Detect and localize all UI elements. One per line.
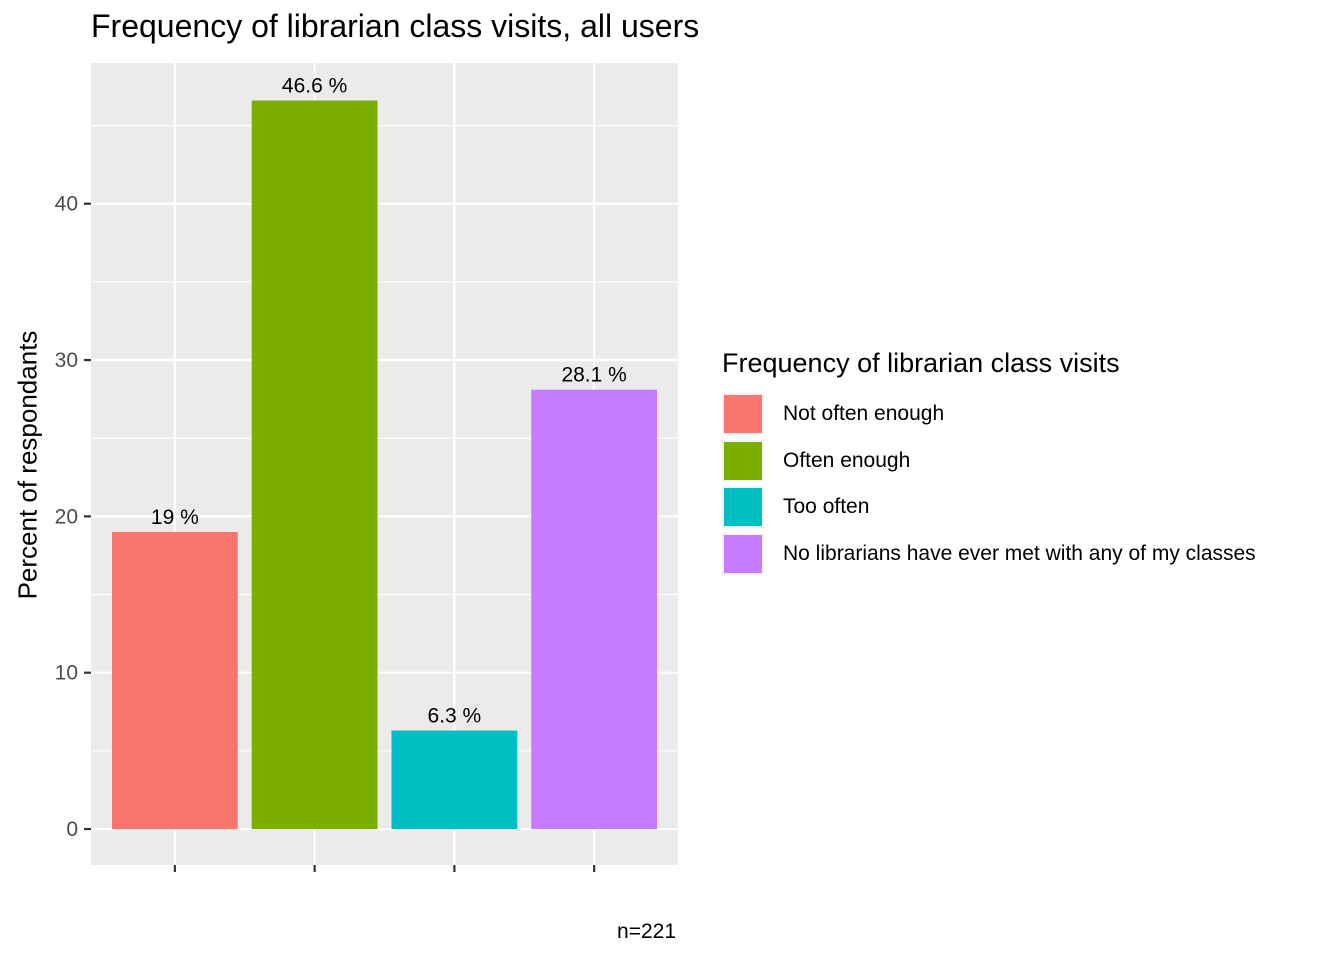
legend-key-swatch [722, 486, 764, 529]
chart-caption: n=221 [617, 920, 676, 943]
bar-value-label: 19 % [151, 506, 199, 529]
y-axis: 0 10 20 30 40 [55, 193, 91, 841]
bar [391, 730, 518, 830]
bar-data-labels: 19 % 46.6 % 6.3 % 28.1 % [151, 75, 627, 728]
y-tick-label: 10 [55, 662, 78, 685]
legend-label: No librarians have ever met with any of … [783, 541, 1256, 565]
bars [111, 100, 658, 830]
legend-label: Too often [783, 495, 870, 519]
y-tick-label: 20 [55, 505, 78, 528]
legend-item: Not often enough [722, 391, 1256, 438]
legend: Frequency of librarian class visits Not … [722, 348, 1256, 577]
y-tick-label: 40 [55, 193, 78, 216]
legend-item: Too often [722, 484, 1256, 531]
bar-value-label: 6.3 % [428, 705, 482, 728]
legend-label: Not often enough [783, 402, 945, 426]
legend-item: No librarians have ever met with any of … [722, 531, 1256, 578]
x-axis [173, 865, 596, 872]
bar [531, 389, 658, 830]
legend-item: Often enough [722, 438, 1256, 485]
bar-value-label: 46.6 % [282, 75, 347, 98]
legend-key-swatch [722, 439, 764, 482]
y-tick-label: 0 [66, 818, 78, 841]
legend-title: Frequency of librarian class visits [722, 348, 1120, 378]
bar-value-label: 28.1 % [561, 364, 626, 387]
legend-key-swatch [722, 393, 764, 436]
chart-title: Frequency of librarian class visits, all… [91, 8, 700, 44]
y-tick-label: 30 [55, 349, 78, 372]
legend-key-swatch [722, 532, 764, 575]
bar [251, 100, 378, 830]
bar [111, 532, 238, 830]
legend-label: Often enough [783, 448, 911, 472]
y-axis-label: Percent of respondants [12, 330, 43, 600]
